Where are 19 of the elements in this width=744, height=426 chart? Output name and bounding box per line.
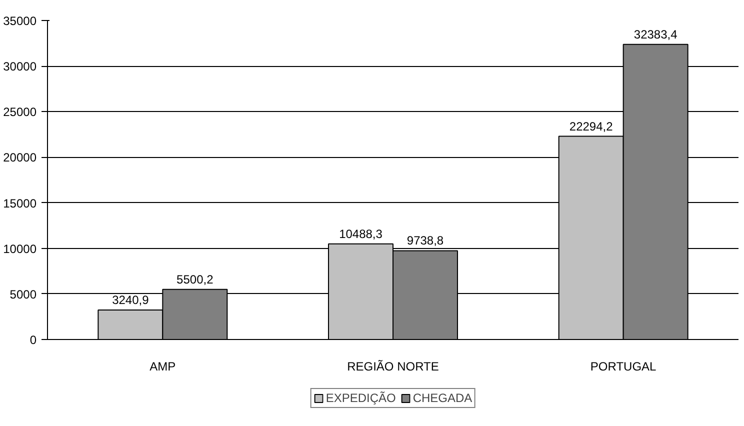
data-label: 32383,4 bbox=[634, 27, 678, 42]
y-tick-label: 5000 bbox=[10, 287, 37, 302]
x-tick-label: AMP bbox=[150, 360, 176, 374]
y-tick-label: 10000 bbox=[3, 242, 37, 256]
x-tick-label: REGIÃO NORTE bbox=[347, 360, 439, 374]
y-tick-label: 35000 bbox=[3, 14, 37, 28]
data-label: 5500,2 bbox=[176, 272, 214, 286]
data-label: 3240,9 bbox=[112, 292, 150, 307]
legend-label: EXPEDIÇÃO bbox=[326, 391, 396, 405]
data-label: 22294,2 bbox=[569, 119, 614, 134]
y-tick-label: 20000 bbox=[3, 150, 37, 165]
data-label: 10488,3 bbox=[339, 226, 383, 241]
y-tick-label: 0 bbox=[30, 333, 37, 347]
x-tick-label: PORTUGAL bbox=[590, 360, 657, 374]
y-tick-label: 30000 bbox=[3, 60, 37, 74]
legend-label: CHEGADA bbox=[412, 391, 472, 405]
y-tick-label: 15000 bbox=[3, 196, 37, 210]
y-tick-label: 25000 bbox=[3, 105, 37, 120]
data-label: 9738,8 bbox=[406, 234, 444, 248]
